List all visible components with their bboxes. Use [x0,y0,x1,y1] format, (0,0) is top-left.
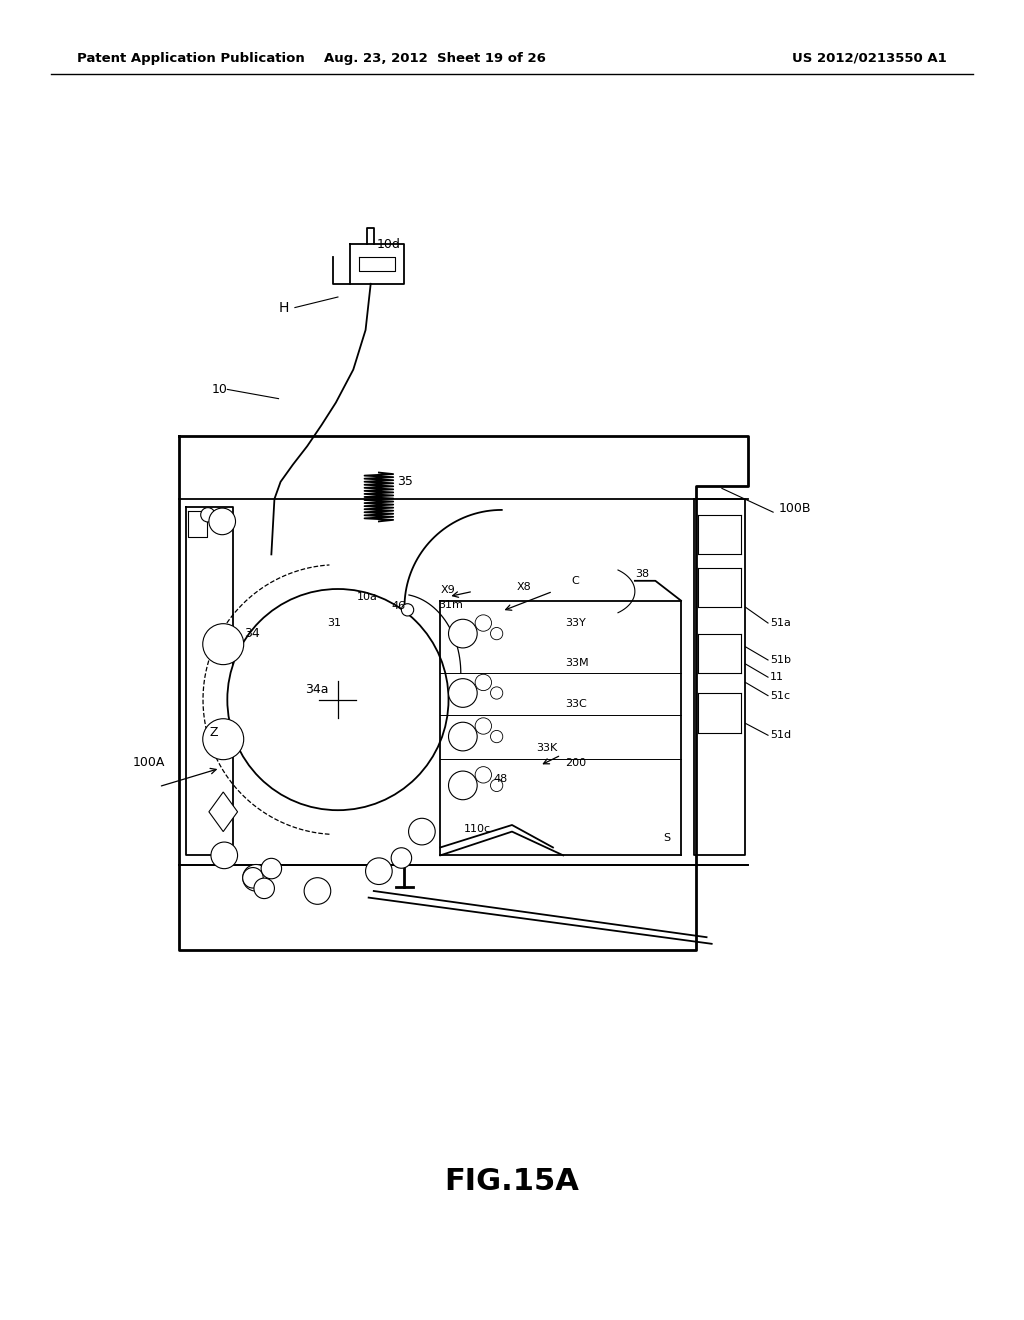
Text: 33Y: 33Y [565,618,586,628]
Circle shape [254,878,274,899]
Circle shape [449,722,477,751]
Text: 33M: 33M [565,657,589,668]
Circle shape [449,619,477,648]
Text: 31m: 31m [438,599,463,610]
Circle shape [475,615,492,631]
Text: FIG.15A: FIG.15A [444,1167,580,1196]
Text: 35: 35 [397,475,414,488]
Text: 11: 11 [770,672,784,682]
Circle shape [490,686,503,700]
Text: 33K: 33K [537,743,558,754]
Circle shape [475,718,492,734]
Circle shape [261,858,282,879]
Text: 51d: 51d [770,730,792,741]
Text: 10: 10 [212,383,228,396]
Text: 100B: 100B [778,502,811,515]
Circle shape [401,603,414,616]
Text: Aug. 23, 2012  Sheet 19 of 26: Aug. 23, 2012 Sheet 19 of 26 [325,51,546,65]
Circle shape [490,730,503,743]
Text: 51a: 51a [770,618,791,628]
Polygon shape [209,792,238,832]
Text: 51c: 51c [770,690,791,701]
Text: 51b: 51b [770,655,792,665]
Text: 110c: 110c [464,824,490,834]
Circle shape [304,878,331,904]
Circle shape [475,675,492,690]
Circle shape [203,623,244,665]
Circle shape [391,847,412,869]
Text: 31: 31 [328,618,342,628]
Text: 33C: 33C [565,698,587,709]
Text: US 2012/0213550 A1: US 2012/0213550 A1 [793,51,947,65]
Circle shape [366,858,392,884]
Circle shape [449,771,477,800]
Text: S: S [664,833,671,843]
Circle shape [475,767,492,783]
Text: 34a: 34a [305,682,329,696]
Text: 100A: 100A [133,756,166,770]
Circle shape [203,718,244,760]
Text: 46: 46 [391,601,406,611]
Text: 38: 38 [635,569,649,579]
Text: Z: Z [210,726,218,739]
Text: 10a: 10a [356,591,377,602]
Circle shape [227,589,449,810]
Text: Patent Application Publication: Patent Application Publication [77,51,304,65]
Circle shape [209,508,236,535]
Circle shape [490,779,503,792]
Circle shape [490,627,503,640]
Text: H: H [279,301,289,314]
Circle shape [409,818,435,845]
Text: 200: 200 [565,758,587,768]
Text: X8: X8 [517,582,531,593]
Circle shape [201,508,215,521]
Text: X9: X9 [440,585,455,595]
Text: C: C [571,576,580,586]
Circle shape [243,867,263,888]
Circle shape [211,842,238,869]
Text: 34: 34 [244,627,259,640]
Text: 10d: 10d [377,238,400,251]
Text: 48: 48 [494,774,508,784]
Circle shape [449,678,477,708]
Circle shape [243,865,269,891]
